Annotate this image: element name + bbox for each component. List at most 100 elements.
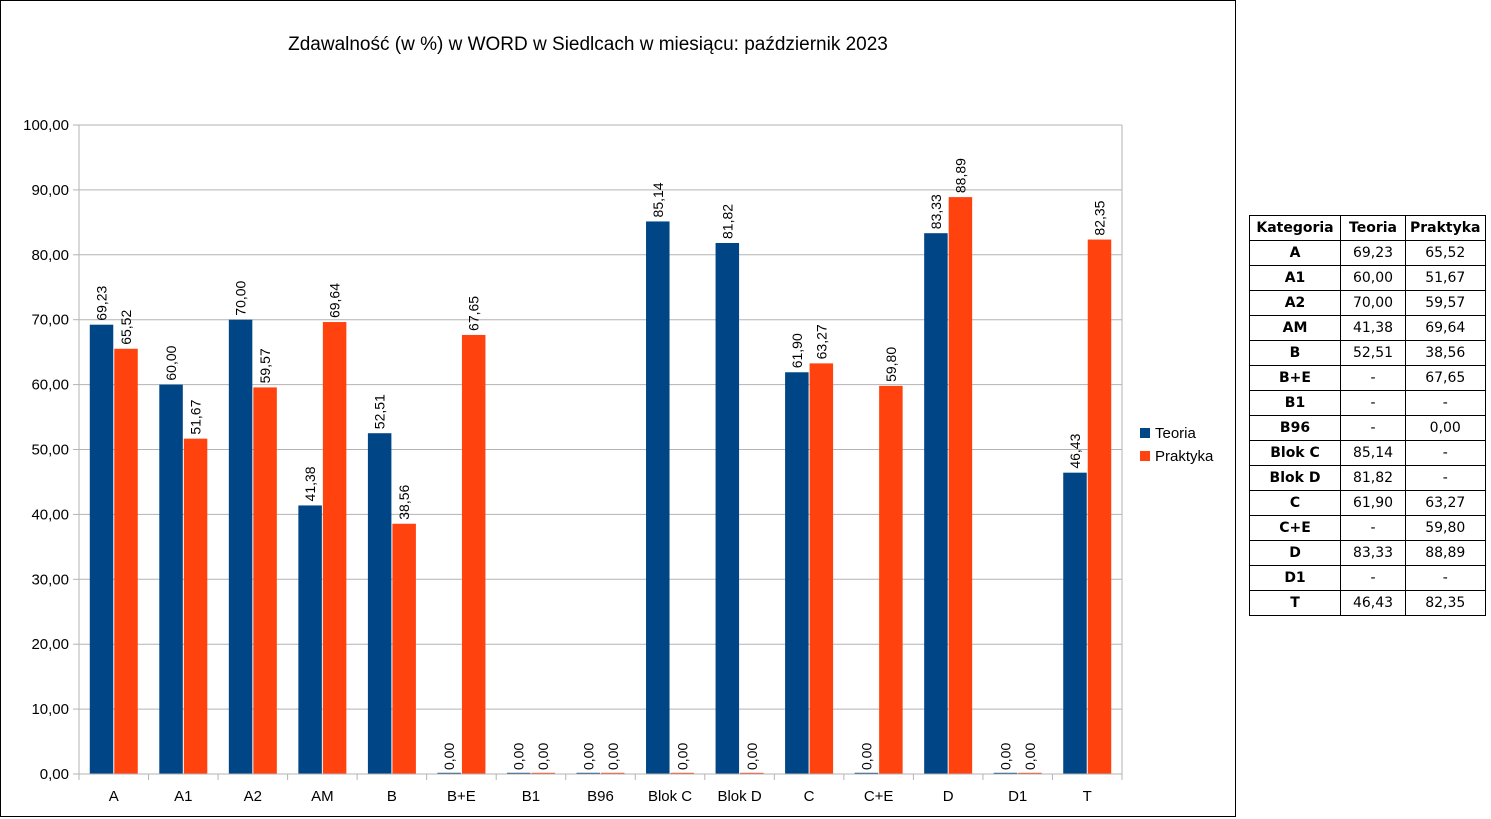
table-cell-praktyka: 82,35 <box>1405 590 1486 616</box>
x-tick-label: B <box>387 788 397 805</box>
y-tick-label: 60,00 <box>31 377 69 394</box>
data-label-teoria: 60,00 <box>163 345 179 380</box>
data-label-praktyka: 0,00 <box>744 743 760 770</box>
table-cell-teoria: - <box>1340 515 1406 541</box>
table-cell-praktyka: 0,00 <box>1405 415 1486 441</box>
table-cell-praktyka: 65,52 <box>1405 240 1486 266</box>
table-cell-praktyka: 59,80 <box>1405 515 1486 541</box>
table-cell-teoria: 46,43 <box>1340 590 1406 616</box>
table-row: A1 60,00 51,67 <box>1249 265 1486 291</box>
table-cell-teoria: - <box>1340 365 1406 391</box>
table-row: Blok C 85,14- <box>1249 440 1486 466</box>
y-tick-label: 40,00 <box>31 506 69 523</box>
table-row: C+E -59,80 <box>1249 515 1486 541</box>
table-cell-category: C <box>1249 490 1341 516</box>
y-tick-label: 70,00 <box>31 312 69 329</box>
x-tick-label: A <box>109 788 119 805</box>
y-tick-label: 20,00 <box>31 636 69 653</box>
table-row: D1- - <box>1249 565 1486 591</box>
x-tick-label: B+E <box>447 788 476 805</box>
axis-layer: 0,00 10,00 20,00 30,00 40,00 50,00 60,00 70,00 8… <box>23 117 1123 805</box>
bar-praktyka <box>253 387 277 774</box>
bar-teoria <box>228 319 253 774</box>
table-row: Blok D 81,82- <box>1249 465 1486 491</box>
header-praktyka: Praktyka <box>1405 215 1486 241</box>
bar-praktyka <box>670 772 695 774</box>
x-tick-label: Blok C <box>648 788 692 805</box>
bar-praktyka <box>1087 239 1112 775</box>
data-label-teoria: 83,33 <box>928 194 944 229</box>
x-tick-label: A1 <box>174 788 192 805</box>
data-label-praktyka: 0,00 <box>535 743 551 770</box>
table-cell-praktyka: 63,27 <box>1405 490 1486 516</box>
legend-swatch-teoria <box>1140 428 1150 438</box>
table-cell-category: B96 <box>1249 415 1341 441</box>
table-cell-category: A2 <box>1249 290 1341 316</box>
bar-teoria <box>298 505 322 774</box>
bar-praktyka <box>531 772 555 774</box>
x-tick-label: B96 <box>587 788 614 805</box>
x-tick-label: B1 <box>522 788 540 805</box>
table-cell-praktyka: 69,64 <box>1405 315 1486 341</box>
bar-praktyka <box>948 197 973 775</box>
x-tick-label: C <box>804 788 815 805</box>
bar-praktyka <box>601 772 625 774</box>
table-cell-praktyka: 38,56 <box>1405 340 1486 366</box>
bar-praktyka <box>1018 772 1042 774</box>
table-row: A2 70,00 59,57 <box>1249 290 1486 316</box>
x-tick-label: AM <box>311 788 334 805</box>
bar-teoria <box>785 372 809 774</box>
bar-praktyka <box>392 523 416 774</box>
chart-title: Zdawalność (w %) w WORD w Siedlcach w mi… <box>288 34 888 55</box>
data-label-teoria: 70,00 <box>233 280 249 315</box>
y-tick-label: 90,00 <box>31 182 69 199</box>
x-tick-label: A2 <box>244 788 262 805</box>
table-body: A 69,23 65,52 A1 60,00 51,67 A2 70,00 59,57 AM 41,… <box>1249 240 1486 616</box>
table-cell-category: Blok D <box>1249 465 1341 491</box>
table-cell-teoria: 70,00 <box>1340 290 1406 316</box>
data-label-praktyka: 0,00 <box>1022 743 1038 770</box>
table-row: A 69,23 65,52 <box>1249 240 1486 266</box>
bar-teoria <box>1063 472 1087 774</box>
data-label-praktyka: 63,27 <box>813 324 829 359</box>
legend-label-teoria: Teoria <box>1155 425 1197 442</box>
data-label-praktyka: 0,00 <box>605 743 621 770</box>
bar-teoria <box>576 772 600 774</box>
table-cell-category: D1 <box>1249 565 1341 591</box>
table-cell-teoria: 85,14 <box>1340 440 1406 466</box>
x-tick-label: T <box>1083 788 1092 805</box>
table-cell-praktyka: 67,65 <box>1405 365 1486 391</box>
data-label-teoria: 0,00 <box>441 743 457 770</box>
y-tick-label: 10,00 <box>31 701 69 718</box>
data-label-teoria: 81,82 <box>719 204 735 239</box>
bar-praktyka <box>461 334 486 774</box>
data-label-teoria: 0,00 <box>997 743 1013 770</box>
header-teoria: Teoria <box>1340 215 1406 241</box>
y-tick-label: 80,00 <box>31 247 69 264</box>
bar-praktyka <box>740 772 764 774</box>
bar-praktyka <box>183 438 208 774</box>
table-cell-teoria: 52,51 <box>1340 340 1406 366</box>
bar-praktyka <box>809 363 834 774</box>
data-label-teoria: 0,00 <box>858 743 874 770</box>
table-cell-category: A <box>1249 240 1341 266</box>
table-row: T 46,43 82,35 <box>1249 590 1486 616</box>
table-cell-teoria: 60,00 <box>1340 265 1406 291</box>
legend-label-praktyka: Praktyka <box>1155 448 1214 465</box>
x-tick-label: D1 <box>1008 788 1027 805</box>
table-cell-teoria: 61,90 <box>1340 490 1406 516</box>
table-cell-category: D <box>1249 540 1341 566</box>
table-cell-praktyka: 59,57 <box>1405 290 1486 316</box>
data-label-teoria: 46,43 <box>1067 433 1083 468</box>
table-cell-category: B <box>1249 340 1341 366</box>
data-label-praktyka: 38,56 <box>396 484 412 519</box>
table-header-row: Kategoria Teoria Praktyka <box>1249 215 1486 241</box>
table-cell-praktyka: - <box>1405 565 1486 591</box>
table-row: B 52,51 38,56 <box>1249 340 1486 366</box>
table-cell-praktyka: 51,67 <box>1405 265 1486 291</box>
table-cell-teoria: - <box>1340 415 1406 441</box>
bar-teoria <box>437 772 461 774</box>
x-tick-label: D <box>943 788 954 805</box>
table-cell-teoria: 41,38 <box>1340 315 1406 341</box>
legend-swatch-praktyka <box>1140 451 1150 461</box>
